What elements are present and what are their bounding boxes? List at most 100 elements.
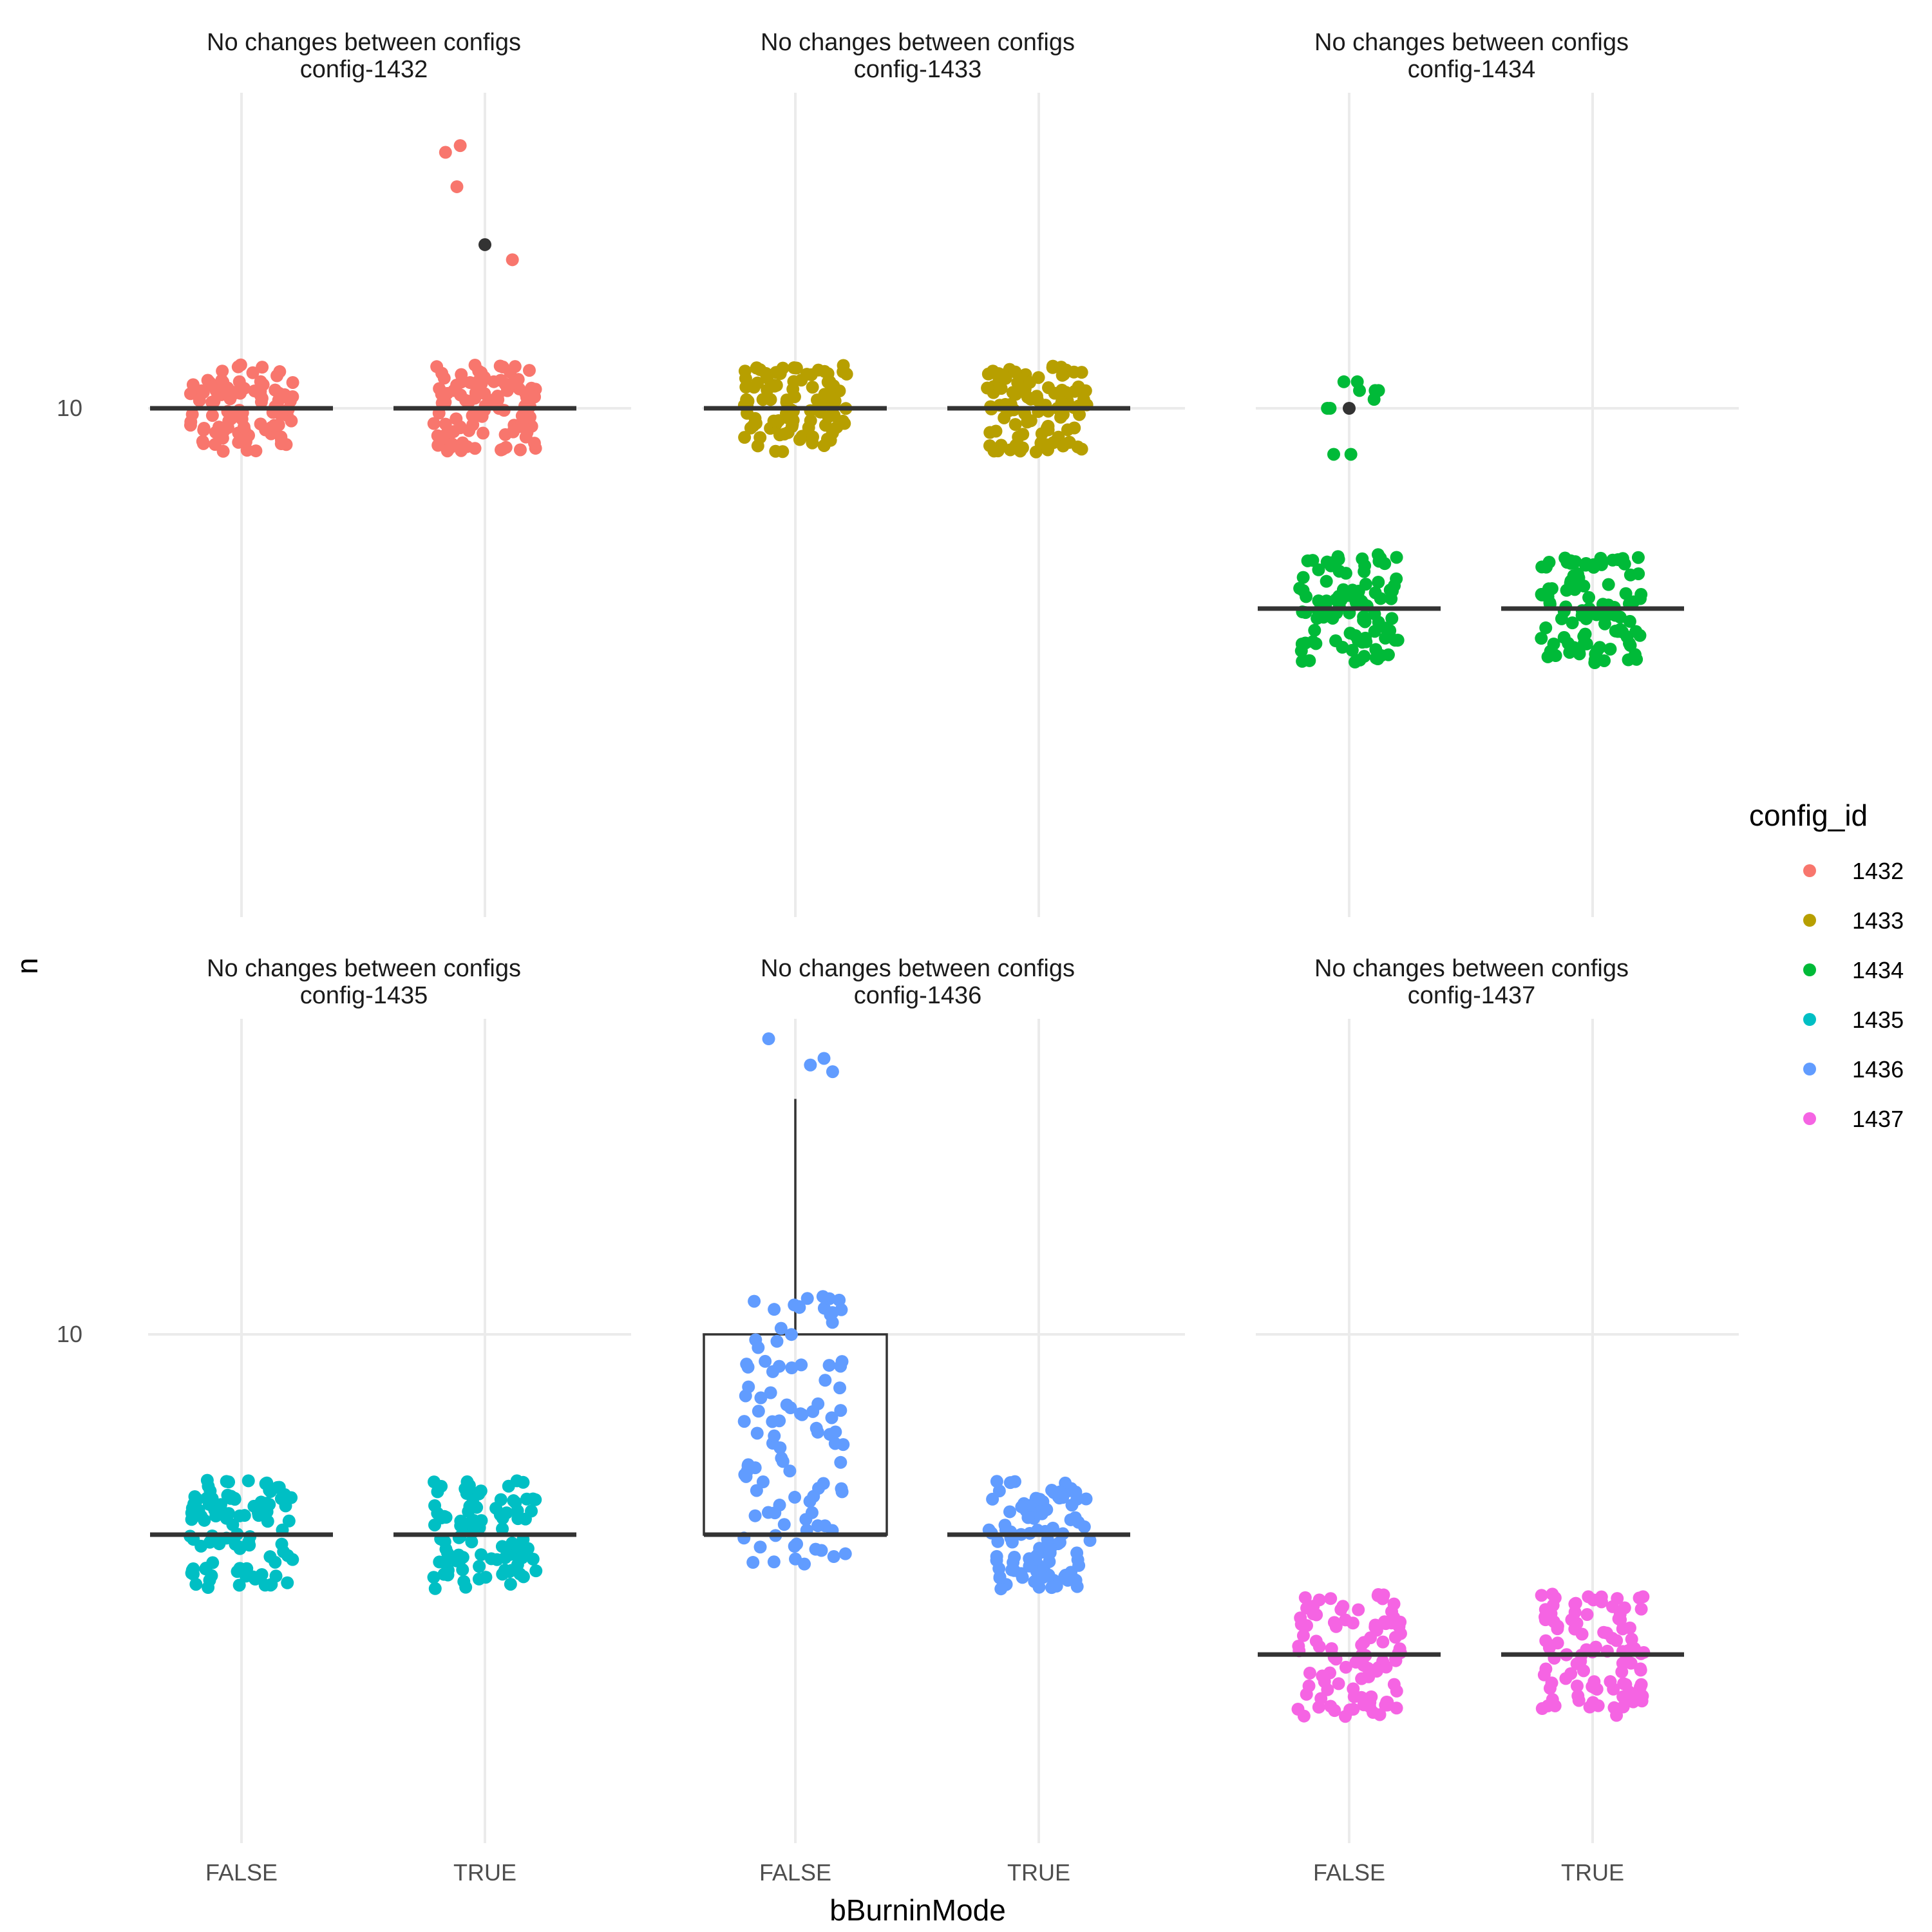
facet-title-line1: No changes between configs <box>207 955 521 982</box>
data-point <box>1339 567 1352 580</box>
data-point <box>1033 1493 1046 1506</box>
data-point <box>1345 643 1359 657</box>
data-point <box>746 1556 760 1569</box>
facet-title-line2: config-1435 <box>300 982 428 1009</box>
data-point <box>983 426 997 439</box>
box-1433-FALSE <box>704 359 887 459</box>
data-point <box>498 1564 511 1577</box>
data-point <box>435 1479 448 1493</box>
data-point <box>750 1426 764 1440</box>
data-point <box>1294 1611 1307 1625</box>
legend-key-1436 <box>1803 1063 1816 1075</box>
data-point <box>1356 636 1369 649</box>
box-1436-TRUE <box>947 1475 1130 1596</box>
data-point <box>439 417 452 431</box>
data-point <box>234 434 247 448</box>
data-point <box>472 1487 486 1501</box>
data-point <box>835 1482 848 1495</box>
data-point <box>788 1539 801 1553</box>
points-1435-TRUE <box>427 1474 543 1595</box>
data-point <box>455 444 468 457</box>
data-point <box>1358 1692 1371 1705</box>
facet-title-line2: config-1437 <box>1408 982 1536 1009</box>
data-point <box>815 1544 828 1557</box>
data-point <box>1379 631 1392 645</box>
data-point <box>1357 613 1370 627</box>
data-point <box>435 366 449 380</box>
data-point <box>506 425 520 439</box>
data-point <box>739 1389 752 1403</box>
data-point <box>1372 575 1385 589</box>
data-point <box>516 1475 530 1489</box>
points-1437-TRUE <box>1535 1587 1651 1722</box>
data-point <box>506 253 519 267</box>
data-point <box>437 1510 451 1523</box>
data-point <box>228 1493 242 1506</box>
data-point <box>268 419 281 432</box>
data-point <box>204 1484 217 1498</box>
data-point <box>1619 1678 1633 1691</box>
data-point <box>1296 571 1310 584</box>
data-point <box>1570 1679 1584 1692</box>
data-point <box>1039 438 1053 451</box>
data-point <box>752 1405 765 1418</box>
data-point <box>1346 1616 1359 1630</box>
data-point <box>1570 1616 1584 1630</box>
data-point <box>1394 1627 1407 1640</box>
data-point <box>833 1293 846 1307</box>
x-tick-label: TRUE <box>1007 1859 1070 1886</box>
data-point <box>1560 556 1574 569</box>
data-point <box>1586 1696 1600 1709</box>
data-point <box>1320 574 1333 588</box>
data-point <box>793 1407 807 1421</box>
data-point <box>1388 634 1402 647</box>
data-point <box>1303 1666 1316 1680</box>
data-point <box>494 1493 507 1506</box>
data-point <box>819 1374 832 1387</box>
data-point <box>759 1354 772 1368</box>
data-point <box>1535 560 1549 574</box>
data-point <box>1308 623 1321 637</box>
data-point <box>1032 371 1045 384</box>
data-point <box>1539 1603 1552 1616</box>
data-point <box>1376 1635 1390 1649</box>
data-point <box>495 1540 509 1553</box>
data-point <box>1301 554 1314 567</box>
data-point <box>981 381 994 395</box>
data-point <box>479 1571 493 1584</box>
data-point <box>806 430 819 444</box>
data-point <box>1547 647 1560 661</box>
data-point <box>1070 1546 1084 1560</box>
legend-key-1432 <box>1803 864 1816 877</box>
data-point <box>453 139 467 153</box>
data-point <box>1593 641 1607 654</box>
data-point <box>1616 1622 1629 1636</box>
data-point <box>816 1290 829 1303</box>
data-point <box>821 367 835 381</box>
data-point <box>1007 1556 1020 1569</box>
data-point <box>784 1401 797 1415</box>
data-point <box>1613 1607 1627 1621</box>
data-point <box>788 1298 801 1312</box>
legend-label-1435: 1435 <box>1852 1007 1904 1033</box>
data-point <box>508 360 522 374</box>
data-point <box>526 1492 540 1506</box>
data-point <box>1567 569 1580 583</box>
data-point <box>1555 612 1568 625</box>
data-point <box>1321 1683 1334 1696</box>
data-point <box>1332 1677 1345 1690</box>
data-point <box>1309 637 1323 650</box>
data-point <box>1343 627 1357 640</box>
data-point <box>454 388 468 402</box>
data-point <box>1611 1592 1624 1605</box>
data-point <box>748 1294 761 1308</box>
data-point <box>238 382 251 395</box>
data-point <box>753 431 767 444</box>
data-point <box>826 1316 839 1329</box>
data-point <box>764 1386 777 1399</box>
data-point <box>522 364 536 377</box>
data-point <box>993 1570 1007 1584</box>
data-point <box>1582 591 1596 604</box>
data-point <box>1349 656 1362 669</box>
